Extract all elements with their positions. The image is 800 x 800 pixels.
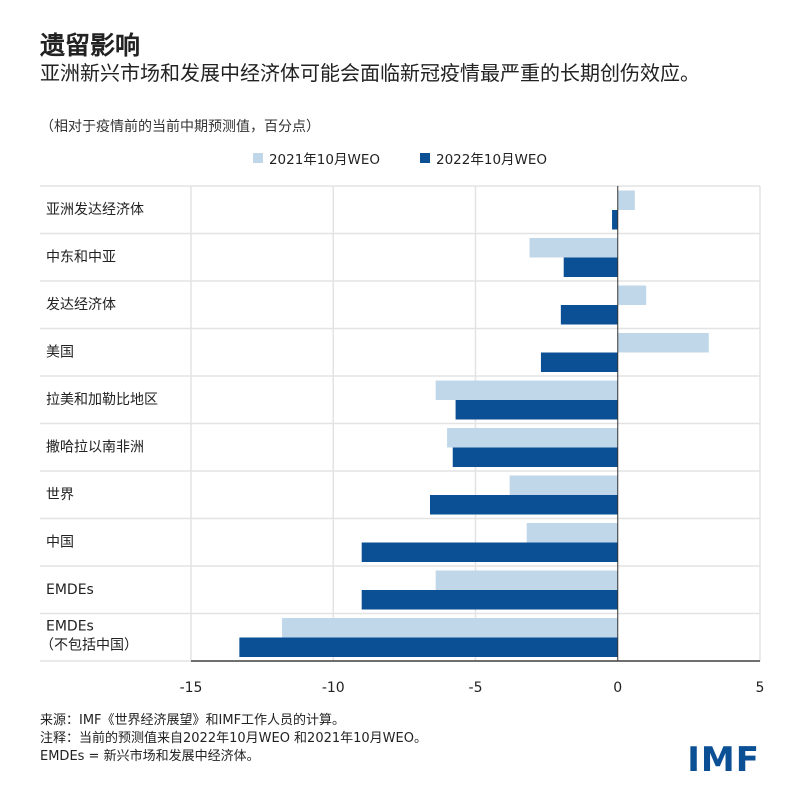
legend-label-2021: 2021年10月WEO: [268, 152, 380, 168]
chart-subtitle: 亚洲新兴市场和发展中经济体可能会面临新冠疫情最严重的长期创伤效应。: [40, 61, 700, 85]
legend-item-2021: 2021年10月WEO: [252, 148, 380, 168]
bar-2021: [282, 618, 618, 638]
bar-2021: [509, 475, 618, 495]
category-label: EMDEs （不包括中国）: [40, 619, 138, 654]
source-note: 来源：IMF《世界经济展望》和IMF工作人员的计算。: [40, 713, 346, 728]
bar-2022: [239, 637, 618, 657]
category-label: 拉美和加勒比地区: [46, 392, 158, 408]
chart-title: 遗留影响: [40, 31, 141, 60]
category-label: 亚洲发达经济体: [46, 202, 144, 218]
footer-notes: 来源：IMF《世界经济展望》和IMF工作人员的计算。 注释：当前的预测值来自20…: [40, 712, 427, 766]
bar-2021: [526, 523, 618, 543]
bar-2021: [435, 380, 618, 400]
bar-2022: [452, 447, 618, 467]
x-tick-label: -5: [469, 680, 483, 696]
note: 注释：当前的预测值来自2022年10月WEO 和2021年10月WEO。: [40, 731, 427, 746]
abbreviation-note: EMDEs = 新兴市场和发展中经济体。: [40, 749, 260, 764]
legend-swatch-2021: [252, 153, 263, 163]
x-tick-label: 5: [756, 680, 765, 696]
category-label: 撒哈拉以南非洲: [46, 440, 144, 456]
category-label: 发达经济体: [46, 297, 116, 313]
bar-2021: [435, 570, 618, 590]
category-label: 中国: [46, 535, 74, 551]
x-tick-label: 0: [613, 680, 622, 696]
legend: 2021年10月WEO 2022年10月WEO: [0, 148, 800, 168]
bar-2022: [560, 305, 618, 325]
bar-2022: [361, 542, 618, 562]
bar-2021: [529, 238, 618, 258]
legend-label-2022: 2022年10月WEO: [436, 152, 548, 168]
bar-2021: [447, 428, 618, 448]
imf-logo: IMF: [687, 740, 760, 780]
bar-2022: [612, 210, 618, 230]
bar-2021: [617, 190, 635, 210]
bar-2021: [617, 333, 709, 353]
category-label: 美国: [46, 345, 74, 361]
x-tick-label: -15: [180, 680, 203, 696]
bar-2021: [617, 285, 647, 305]
category-label: 世界: [46, 487, 74, 503]
bar-2022: [455, 400, 618, 420]
bar-2022: [429, 495, 618, 515]
bar-2022: [361, 590, 618, 610]
legend-swatch-2022: [420, 153, 430, 163]
bar-2022: [563, 257, 618, 277]
legend-item-2022: 2022年10月WEO: [420, 148, 547, 168]
x-tick-label: -10: [322, 680, 345, 696]
category-label: 中东和中亚: [46, 250, 116, 266]
bar-2022: [540, 352, 618, 372]
units-note: （相对于疫情前的当前中期预测值，百分点）: [40, 119, 320, 135]
category-label: EMDEs: [46, 582, 94, 598]
